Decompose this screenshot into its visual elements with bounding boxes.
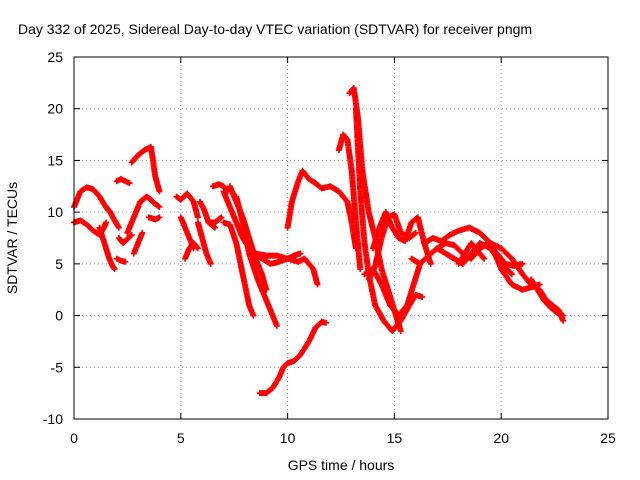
x-tick-label: 25 xyxy=(600,430,616,446)
data-point xyxy=(314,281,321,288)
series-pass-12 xyxy=(173,190,201,221)
data-point xyxy=(156,188,163,195)
x-tick-label: 20 xyxy=(493,430,509,446)
data-point xyxy=(250,312,257,319)
data-point xyxy=(115,224,122,231)
data-point xyxy=(103,219,110,226)
data-point xyxy=(480,254,487,261)
series-pass-15 xyxy=(194,219,214,267)
data-point xyxy=(507,270,514,277)
data-point xyxy=(411,230,418,237)
series-pass-24 xyxy=(256,318,330,397)
data-point xyxy=(156,214,163,221)
series-pass-04 xyxy=(103,203,122,231)
series-pass-14 xyxy=(182,240,201,262)
data-point xyxy=(412,229,419,236)
x-tick-label: 10 xyxy=(280,430,296,446)
data-point xyxy=(519,260,526,267)
series-pass-37 xyxy=(528,276,567,319)
data-point xyxy=(122,258,129,265)
series-pass-18 xyxy=(209,181,231,195)
data-point xyxy=(111,266,118,273)
series-pass-23 xyxy=(252,250,304,267)
y-tick-label: -10 xyxy=(43,411,63,427)
series-pass-06 xyxy=(113,255,129,265)
y-tick-label: -5 xyxy=(51,359,64,375)
data-point xyxy=(481,255,488,262)
data-marks xyxy=(71,85,567,397)
data-point xyxy=(207,260,214,267)
x-tick-label: 15 xyxy=(387,430,403,446)
series-pass-20 xyxy=(220,219,257,319)
series-pass-17 xyxy=(205,214,225,226)
data-point xyxy=(419,293,426,300)
y-tick-label: 20 xyxy=(47,101,63,117)
plot-frame xyxy=(73,56,609,420)
x-tick-label: 5 xyxy=(177,430,185,446)
series-pass-08 xyxy=(124,193,163,236)
series-pass-26 xyxy=(335,131,364,273)
series-pass-28 xyxy=(352,105,426,335)
data-point xyxy=(397,328,404,335)
data-point xyxy=(560,312,567,319)
y-tick-label: 15 xyxy=(47,152,63,168)
y-tick-label: 25 xyxy=(47,49,63,65)
data-point xyxy=(126,180,133,187)
axes xyxy=(73,56,609,420)
y-tick-label: 5 xyxy=(55,256,63,272)
y-axis-label: SDTVAR / TECUs xyxy=(4,182,20,294)
data-point xyxy=(139,229,146,236)
series-pass-16 xyxy=(197,198,218,231)
data-point xyxy=(211,224,218,231)
series-pass-05 xyxy=(113,176,133,187)
chart-title: Day 332 of 2025, Sidereal Day-to-day VTE… xyxy=(18,21,532,37)
tick-labels: 0 5 10 15 20 25 -10 -5 0 5 10 15 20 25 xyxy=(43,49,616,446)
series-pass-07 xyxy=(115,231,135,247)
data-point xyxy=(194,244,201,251)
data-point xyxy=(218,214,225,221)
y-tick-label: 0 xyxy=(55,308,63,324)
series-pass-35 xyxy=(455,240,488,267)
data-point xyxy=(323,319,330,326)
data-point xyxy=(127,232,134,239)
grid xyxy=(74,57,608,419)
data-point xyxy=(194,245,201,252)
data-point xyxy=(194,214,201,221)
data-point xyxy=(357,266,364,273)
series-pass-09 xyxy=(130,229,146,257)
x-tick-label: 0 xyxy=(70,430,78,446)
series-pass-22 xyxy=(233,193,280,329)
data-point xyxy=(508,271,515,278)
y-tick-label: 10 xyxy=(47,204,63,220)
x-axis-label: GPS time / hours xyxy=(288,457,395,473)
series-pass-25 xyxy=(284,167,359,252)
series-pass-11 xyxy=(145,214,163,223)
data-point xyxy=(297,250,304,257)
data-point xyxy=(427,260,434,267)
series-pass-13 xyxy=(177,214,197,252)
data-point xyxy=(217,215,224,222)
data-point xyxy=(156,203,163,210)
series-pass-03 xyxy=(96,224,118,273)
data-point xyxy=(128,231,135,238)
series-pass-30 xyxy=(370,209,434,267)
series-pass-10 xyxy=(128,143,163,195)
data-point xyxy=(560,317,567,324)
data-point xyxy=(273,322,280,329)
data-point xyxy=(536,281,543,288)
